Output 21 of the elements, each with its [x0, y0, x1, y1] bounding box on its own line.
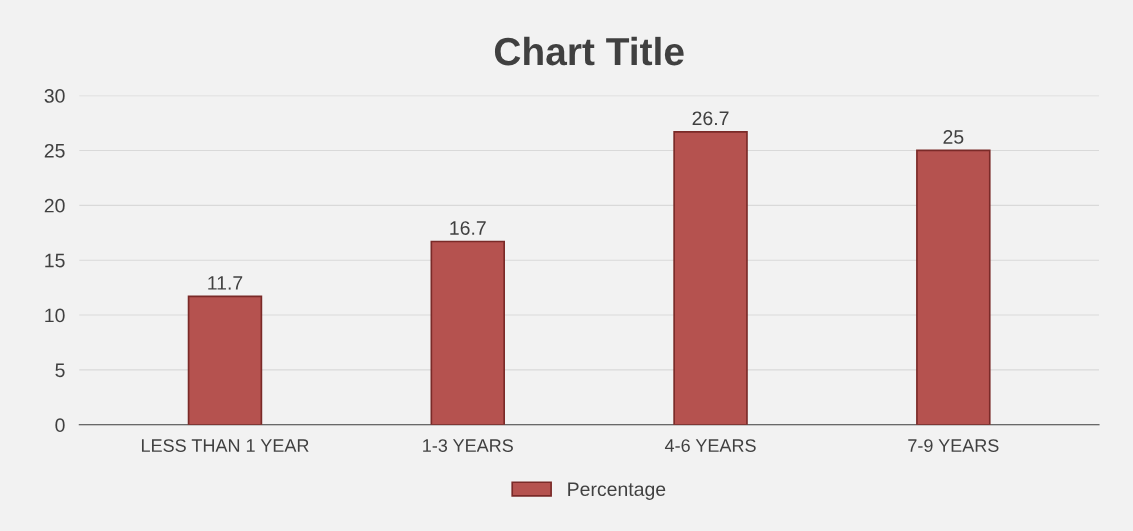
- bar: [430, 240, 506, 425]
- chart-title: Chart Title: [494, 36, 684, 66]
- legend-label: Percentage: [568, 482, 666, 500]
- x-tick-label: 1-3 YEARS: [423, 439, 513, 452]
- y-tick-label: 5: [55, 363, 65, 378]
- bar: [673, 130, 748, 425]
- y-tick-label: 0: [55, 418, 65, 433]
- y-tick-label: 20: [44, 198, 65, 213]
- data-label: 26.7: [692, 111, 729, 126]
- x-tick-label: 7-9 YEARS: [908, 439, 999, 452]
- x-tick-label: 4-6 YEARS: [664, 439, 756, 452]
- y-tick-label: 30: [44, 89, 65, 103]
- data-label: 25: [943, 130, 964, 144]
- x-tick-label: LESS THAN 1 YEAR: [141, 439, 309, 452]
- data-label: 11.7: [208, 276, 243, 290]
- bar: [916, 149, 991, 425]
- y-tick-label: 15: [45, 253, 65, 268]
- data-label: 16.7: [450, 221, 486, 235]
- y-tick-label: 10: [45, 308, 65, 323]
- bar: [187, 295, 263, 425]
- y-tick-label: 25: [44, 143, 65, 158]
